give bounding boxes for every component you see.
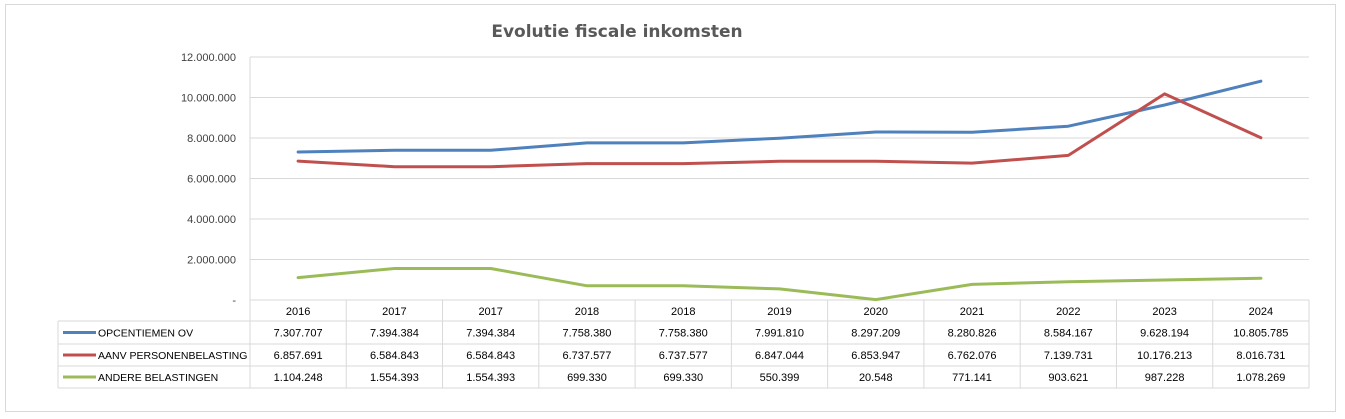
data-table-cell: 7.758.380 (659, 328, 708, 340)
data-table-cell: 7.394.384 (370, 328, 419, 340)
data-table-cell: 6.857.691 (274, 350, 323, 362)
y-tick-label: 4.000.000 (187, 214, 236, 226)
x-tick-label: 2023 (1152, 306, 1176, 318)
data-table-cell: 1.104.248 (274, 372, 323, 384)
data-table-cell: 7.991.810 (755, 328, 804, 340)
data-table-cell: 20.548 (859, 372, 893, 384)
legend-label: AANV PERSONENBELASTING (98, 350, 247, 362)
legend-label: OPCENTIEMEN OV (98, 328, 193, 340)
data-table-cell: 7.139.731 (1044, 350, 1093, 362)
data-table-cell: 1.078.269 (1236, 372, 1285, 384)
data-table-cell: 6.584.843 (370, 350, 419, 362)
series-line (296, 92, 1263, 169)
chart-title: Evolutie fiscale inkomsten (491, 22, 742, 42)
x-tick-label: 2018 (575, 306, 599, 318)
y-tick-label: 12.000.000 (181, 52, 236, 64)
data-table-cell: 6.737.577 (659, 350, 708, 362)
x-tick-label: 2024 (1249, 306, 1273, 318)
line-chart: Evolutie fiscale inkomsten - 2.000.000 4.0… (57, 22, 1310, 389)
data-table-cell: 6.853.947 (851, 350, 900, 362)
data-table-cell: 699.330 (663, 372, 703, 384)
x-tick-label: 2020 (864, 306, 888, 318)
data-table-cell: 8.280.826 (948, 328, 997, 340)
y-tick-label: 6.000.000 (187, 174, 236, 186)
series-line (296, 267, 1263, 302)
x-tick-label: 2021 (960, 306, 984, 318)
data-table-cell: 6.847.044 (755, 350, 804, 362)
data-table-cell: 7.758.380 (562, 328, 611, 340)
y-tick-label: - (232, 295, 236, 307)
data-table-cell: 7.394.384 (466, 328, 515, 340)
x-tick-label: 2017 (478, 306, 502, 318)
data-table-cell: 9.628.194 (1140, 328, 1189, 340)
data-table-cell: 987.228 (1145, 372, 1185, 384)
data-table-cell: 6.762.076 (948, 350, 997, 362)
legend-label: ANDERE BELASTINGEN (98, 372, 218, 384)
y-tick-label: 10.000.000 (181, 93, 236, 105)
series-line (296, 79, 1263, 154)
y-tick-label: 2.000.000 (187, 255, 236, 267)
data-table-cell: 771.141 (952, 372, 992, 384)
data-table-cell: 6.737.577 (562, 350, 611, 362)
data-table-cell: 8.016.731 (1236, 350, 1285, 362)
x-tick-label: 2019 (767, 306, 791, 318)
x-tick-label: 2016 (286, 306, 310, 318)
data-table-cell: 7.307.707 (274, 328, 323, 340)
data-table-cell: 8.584.167 (1044, 328, 1093, 340)
data-table-cell: 6.584.843 (466, 350, 515, 362)
chart-area: Evolutie fiscale inkomsten - 2.000.000 4.0… (5, 4, 1336, 412)
data-table-cell: 1.554.393 (466, 372, 515, 384)
y-tick-label: 8.000.000 (187, 133, 236, 145)
data-table-cell: 699.330 (567, 372, 607, 384)
data-table-cell: 550.399 (760, 372, 800, 384)
data-table-cell: 10.176.213 (1137, 350, 1192, 362)
x-tick-label: 2018 (671, 306, 695, 318)
data-table-cell: 1.554.393 (370, 372, 419, 384)
data-table-cell: 8.297.209 (851, 328, 900, 340)
data-table-cell: 903.621 (1048, 372, 1088, 384)
x-tick-label: 2017 (382, 306, 406, 318)
data-table-cell: 10.805.785 (1233, 328, 1288, 340)
x-tick-label: 2022 (1056, 306, 1080, 318)
